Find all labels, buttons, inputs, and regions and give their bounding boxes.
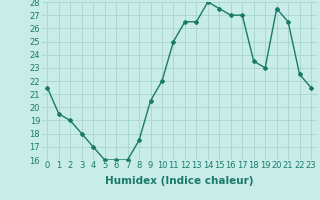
X-axis label: Humidex (Indice chaleur): Humidex (Indice chaleur) — [105, 176, 253, 186]
